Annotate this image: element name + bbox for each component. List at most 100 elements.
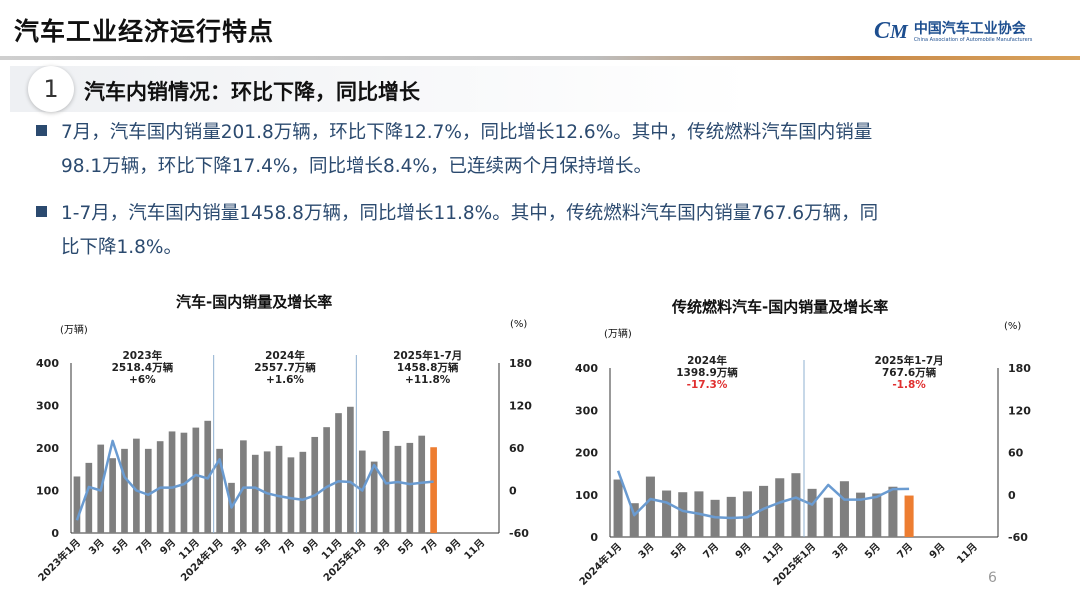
section-number: 1 — [28, 66, 74, 112]
chart-2-ylabel: (万辆) — [604, 329, 632, 340]
y-tick-label: 300 — [36, 400, 59, 413]
bar — [323, 427, 330, 533]
annotation-text: +11.8% — [405, 374, 451, 386]
page-number: 6 — [988, 570, 997, 586]
x-tick-label: 5月 — [253, 537, 273, 557]
y-tick-label: 200 — [36, 442, 59, 455]
annotation-text: 2024年 — [687, 354, 727, 367]
y2-tick-label: 60 — [1008, 447, 1024, 460]
bar — [121, 448, 128, 533]
x-tick-label: 3月 — [636, 541, 656, 561]
slide-title: 汽车工业经济运行特点 — [14, 17, 275, 46]
bar — [645, 476, 655, 537]
growth-rate-line — [75, 439, 434, 521]
x-tick-label: 9月 — [443, 537, 463, 557]
y2-tick-label: 0 — [509, 485, 517, 498]
section-banner — [10, 66, 1070, 112]
annotation-text: +6% — [129, 374, 156, 386]
bar — [144, 448, 152, 533]
bullet-text: 1-7月，汽车国内销量1458.8万辆，同比增长11.8%。其中，传统燃料汽车国… — [61, 203, 879, 224]
x-tick-label: 7月 — [134, 537, 154, 557]
bullet-2: 1-7月，汽车国内销量1458.8万辆，同比增长11.8%。其中，传统燃料汽车国… — [36, 197, 1056, 265]
bar — [613, 479, 623, 537]
annotation-text: 2518.4万辆 — [112, 361, 174, 374]
x-tick-label: 7月 — [419, 537, 439, 557]
bar — [287, 457, 295, 533]
chart-2: 0100200300400-600601201802024年1398.9万辆-1… — [575, 354, 1031, 588]
annotation-text: +1.6% — [266, 374, 304, 386]
y2-tick-label: 180 — [509, 357, 532, 370]
x-tick-label: 5月 — [110, 537, 130, 557]
bar — [73, 476, 81, 533]
bar — [742, 491, 752, 537]
bar — [629, 503, 639, 537]
bullet-square-icon — [36, 125, 47, 136]
x-tick-label: 5月 — [668, 541, 688, 561]
y2-tick-label: -60 — [1008, 531, 1028, 544]
y-tick-label: 100 — [36, 485, 59, 498]
bar — [872, 493, 882, 537]
section-heading: 汽车内销情况：环比下降，同比增长 — [84, 80, 420, 104]
bar — [662, 490, 672, 537]
bullet-1: 7月，汽车国内销量201.8万辆，环比下降12.7%，同比增长12.6%。其中，… — [36, 116, 1056, 184]
growth-rate-line — [616, 470, 910, 520]
x-tick-label: 3月 — [372, 537, 392, 557]
annotation-text: 2023年 — [122, 349, 162, 362]
bar — [85, 462, 93, 533]
logo-mark: CM — [874, 18, 908, 44]
y2-tick-label: 120 — [509, 400, 532, 413]
bar — [311, 436, 319, 533]
bar — [807, 488, 817, 537]
y-tick-label: 0 — [590, 531, 598, 544]
x-tick-label: 7月 — [277, 537, 297, 557]
bar — [888, 486, 898, 537]
bar — [430, 447, 437, 533]
chart-1-y2label: (%) — [510, 319, 528, 330]
bar — [192, 427, 200, 533]
annotation-text: -1.8% — [892, 379, 926, 391]
chart-2-y2label: (%) — [1004, 321, 1022, 332]
bar — [418, 435, 426, 533]
bar — [168, 431, 176, 533]
bar — [358, 450, 366, 533]
annotation-text: -17.3% — [687, 379, 728, 391]
annotation-text: 767.6万辆 — [882, 366, 937, 379]
y2-tick-label: -60 — [509, 527, 529, 540]
y-tick-label: 400 — [575, 362, 598, 375]
x-tick-label: 11月 — [462, 537, 487, 562]
x-tick-label: 3月 — [86, 537, 106, 557]
x-tick-label: 5月 — [395, 537, 415, 557]
annotation-text: 1398.9万辆 — [676, 366, 738, 379]
bar — [370, 461, 378, 533]
x-tick-label: 9月 — [927, 541, 947, 561]
y2-tick-label: 180 — [1008, 362, 1031, 375]
bar — [216, 448, 223, 533]
chart-1-title: 汽车-国内销量及增长率 — [176, 293, 333, 311]
x-tick-label: 9月 — [158, 537, 178, 557]
logo-name-cn: 中国汽车工业协会 — [913, 20, 1026, 37]
bar — [775, 478, 785, 537]
bullet-text: 98.1万辆，环比下降17.4%，同比增长8.4%，已连续两个月保持增长。 — [61, 156, 652, 177]
x-tick-label: 9月 — [300, 537, 320, 557]
y-tick-label: 0 — [51, 527, 59, 540]
bar — [406, 442, 414, 533]
x-tick-label: 9月 — [733, 541, 753, 561]
annotation-text: 2025年1-7月 — [874, 354, 943, 367]
bar — [823, 497, 833, 537]
x-tick-label: 7月 — [895, 541, 915, 561]
y2-tick-label: 0 — [1008, 489, 1016, 502]
bar — [759, 485, 769, 537]
bar — [109, 458, 116, 533]
y2-tick-label: 120 — [1008, 404, 1031, 417]
bar — [275, 445, 283, 533]
bar — [394, 445, 402, 533]
bar — [678, 492, 688, 537]
chart-1: 0 100 200 300 400 -60 0 60 120 180 2023年2518.4万辆+6… — [35, 349, 532, 584]
bar — [791, 473, 801, 537]
x-tick-label: 3月 — [830, 541, 850, 561]
y-tick-label: 400 — [36, 357, 59, 370]
x-tick-label: 7月 — [701, 541, 721, 561]
bar — [347, 406, 354, 533]
annotation-text: 2557.7万辆 — [254, 361, 316, 374]
chart-2-title: 传统燃料汽车-国内销量及增长率 — [672, 298, 889, 316]
